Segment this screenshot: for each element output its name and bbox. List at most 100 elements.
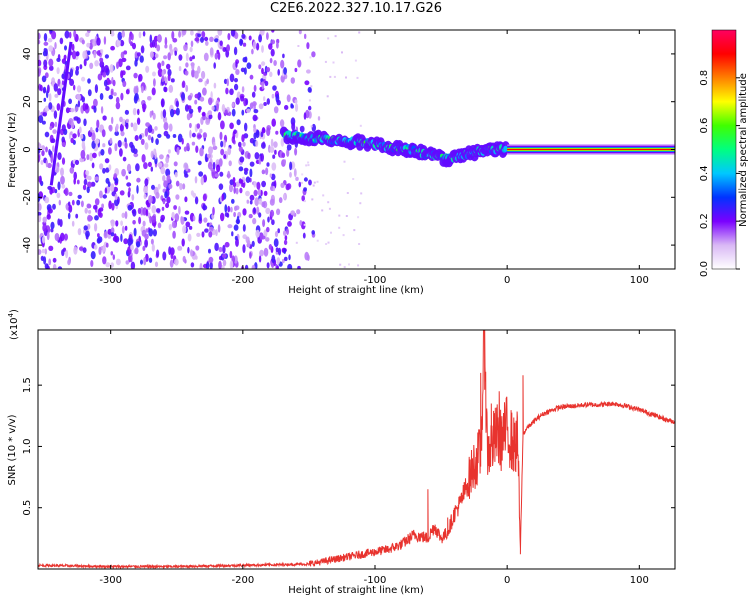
heatmap-cell bbox=[185, 221, 191, 228]
heatmap-cell bbox=[192, 215, 196, 222]
heatmap-cell bbox=[68, 191, 73, 197]
heatmap-cell bbox=[166, 196, 171, 204]
heatmap-cell bbox=[61, 80, 65, 86]
heatmap-cell bbox=[280, 59, 285, 69]
heatmap-cell bbox=[86, 186, 90, 194]
heatmap-cell bbox=[121, 57, 127, 63]
heatmap-cell bbox=[221, 193, 225, 202]
heatmap-cell bbox=[93, 105, 97, 113]
heatmap-cell bbox=[334, 35, 337, 38]
heatmap-cell bbox=[204, 228, 209, 233]
heatmap-cell bbox=[160, 98, 165, 108]
heatmap-cell bbox=[333, 75, 336, 78]
heatmap-cell bbox=[108, 200, 112, 210]
heatmap-cell bbox=[265, 207, 271, 215]
heatmap-cell bbox=[163, 55, 168, 60]
heatmap-cell bbox=[174, 50, 177, 56]
heatmap-cell bbox=[308, 99, 311, 102]
heatmap-cell bbox=[253, 127, 257, 133]
heatmap-cell bbox=[227, 224, 233, 229]
heatmap-cell bbox=[172, 134, 177, 138]
heatmap-cell bbox=[99, 190, 103, 199]
heatmap-cell bbox=[231, 198, 235, 204]
heatmap-cell bbox=[233, 211, 237, 218]
heatmap-cell bbox=[149, 110, 152, 118]
heatmap-cell bbox=[212, 161, 216, 170]
heatmap-cell bbox=[269, 71, 273, 78]
heatmap-cell bbox=[70, 121, 75, 129]
heatmap-cell bbox=[230, 30, 236, 37]
heatmap-cell bbox=[258, 198, 263, 205]
heatmap-cell bbox=[190, 262, 195, 268]
heatmap-cell bbox=[110, 32, 115, 37]
heatmap-cell bbox=[242, 224, 246, 232]
heatmap-cell bbox=[49, 65, 54, 71]
heatmap-cell bbox=[97, 73, 103, 81]
heatmap-cell bbox=[134, 51, 139, 59]
x-tick-label: 100 bbox=[630, 275, 649, 286]
heatmap-cell bbox=[91, 132, 96, 141]
heatmap-cell bbox=[138, 216, 142, 225]
heatmap-cell bbox=[87, 181, 92, 189]
heatmap-cell bbox=[83, 58, 87, 67]
heatmap-cell bbox=[82, 50, 87, 60]
heatmap-cell bbox=[53, 83, 58, 92]
heatmap-cell bbox=[185, 62, 189, 68]
heatmap-cell bbox=[75, 106, 79, 112]
heatmap-cell bbox=[167, 52, 171, 61]
heatmap-cell bbox=[134, 59, 138, 67]
heatmap-cell bbox=[213, 82, 217, 89]
heatmap-cell bbox=[68, 204, 73, 213]
colorbar-tick-label: 0.6 bbox=[699, 118, 710, 134]
heatmap-cell bbox=[97, 236, 103, 243]
heatmap-cell bbox=[217, 39, 221, 48]
heatmap-cell bbox=[286, 148, 290, 157]
heatmap-cell bbox=[42, 236, 46, 244]
heatmap-cell bbox=[52, 50, 55, 57]
heatmap-cell bbox=[184, 173, 189, 178]
heatmap-cell bbox=[127, 204, 133, 211]
heatmap-cell bbox=[39, 175, 42, 185]
heatmap-cell bbox=[260, 189, 263, 197]
heatmap-cell bbox=[283, 67, 287, 75]
heatmap-cell bbox=[117, 31, 123, 41]
heatmap-cell bbox=[194, 37, 200, 42]
heatmap-cell bbox=[251, 264, 256, 269]
heatmap-cell bbox=[346, 192, 349, 194]
heatmap-cell bbox=[90, 126, 93, 133]
heatmap-cell bbox=[125, 118, 129, 123]
heatmap-cell bbox=[48, 58, 54, 67]
heatmap-cell bbox=[268, 244, 273, 250]
heatmap-cell bbox=[157, 222, 162, 229]
heatmap-cell bbox=[104, 158, 110, 164]
heatmap-cell bbox=[94, 84, 98, 94]
heatmap-cell bbox=[111, 116, 114, 125]
heatmap-cell bbox=[124, 109, 129, 115]
heatmap-cell bbox=[311, 123, 316, 132]
heatmap-cell bbox=[242, 42, 247, 47]
heatmap-cell bbox=[199, 128, 203, 134]
heatmap-cell bbox=[256, 206, 260, 215]
heatmap-cell bbox=[100, 106, 104, 114]
heatmap-cell bbox=[276, 42, 279, 49]
heatmap-cell bbox=[57, 88, 62, 96]
heatmap-cell bbox=[38, 249, 42, 255]
heatmap-cell bbox=[88, 209, 92, 214]
heatmap-cell bbox=[178, 30, 182, 38]
heatmap-cell bbox=[43, 41, 49, 46]
heatmap-cell bbox=[54, 93, 59, 98]
heatmap-cell bbox=[98, 246, 102, 255]
heatmap-cell bbox=[44, 72, 49, 79]
heatmap-cell bbox=[330, 231, 332, 234]
heatmap-cell bbox=[220, 120, 225, 130]
heatmap-cell bbox=[205, 40, 209, 46]
heatmap-cell bbox=[162, 175, 166, 182]
heatmap-cell bbox=[261, 67, 264, 75]
heatmap-cell bbox=[133, 72, 138, 79]
snr-frame bbox=[37, 329, 676, 570]
x-tick-label: -200 bbox=[231, 275, 254, 286]
heatmap-cell bbox=[113, 173, 117, 179]
heatmap-cell bbox=[151, 243, 155, 252]
heatmap-cell bbox=[141, 154, 146, 163]
snr-line-area bbox=[38, 330, 675, 569]
